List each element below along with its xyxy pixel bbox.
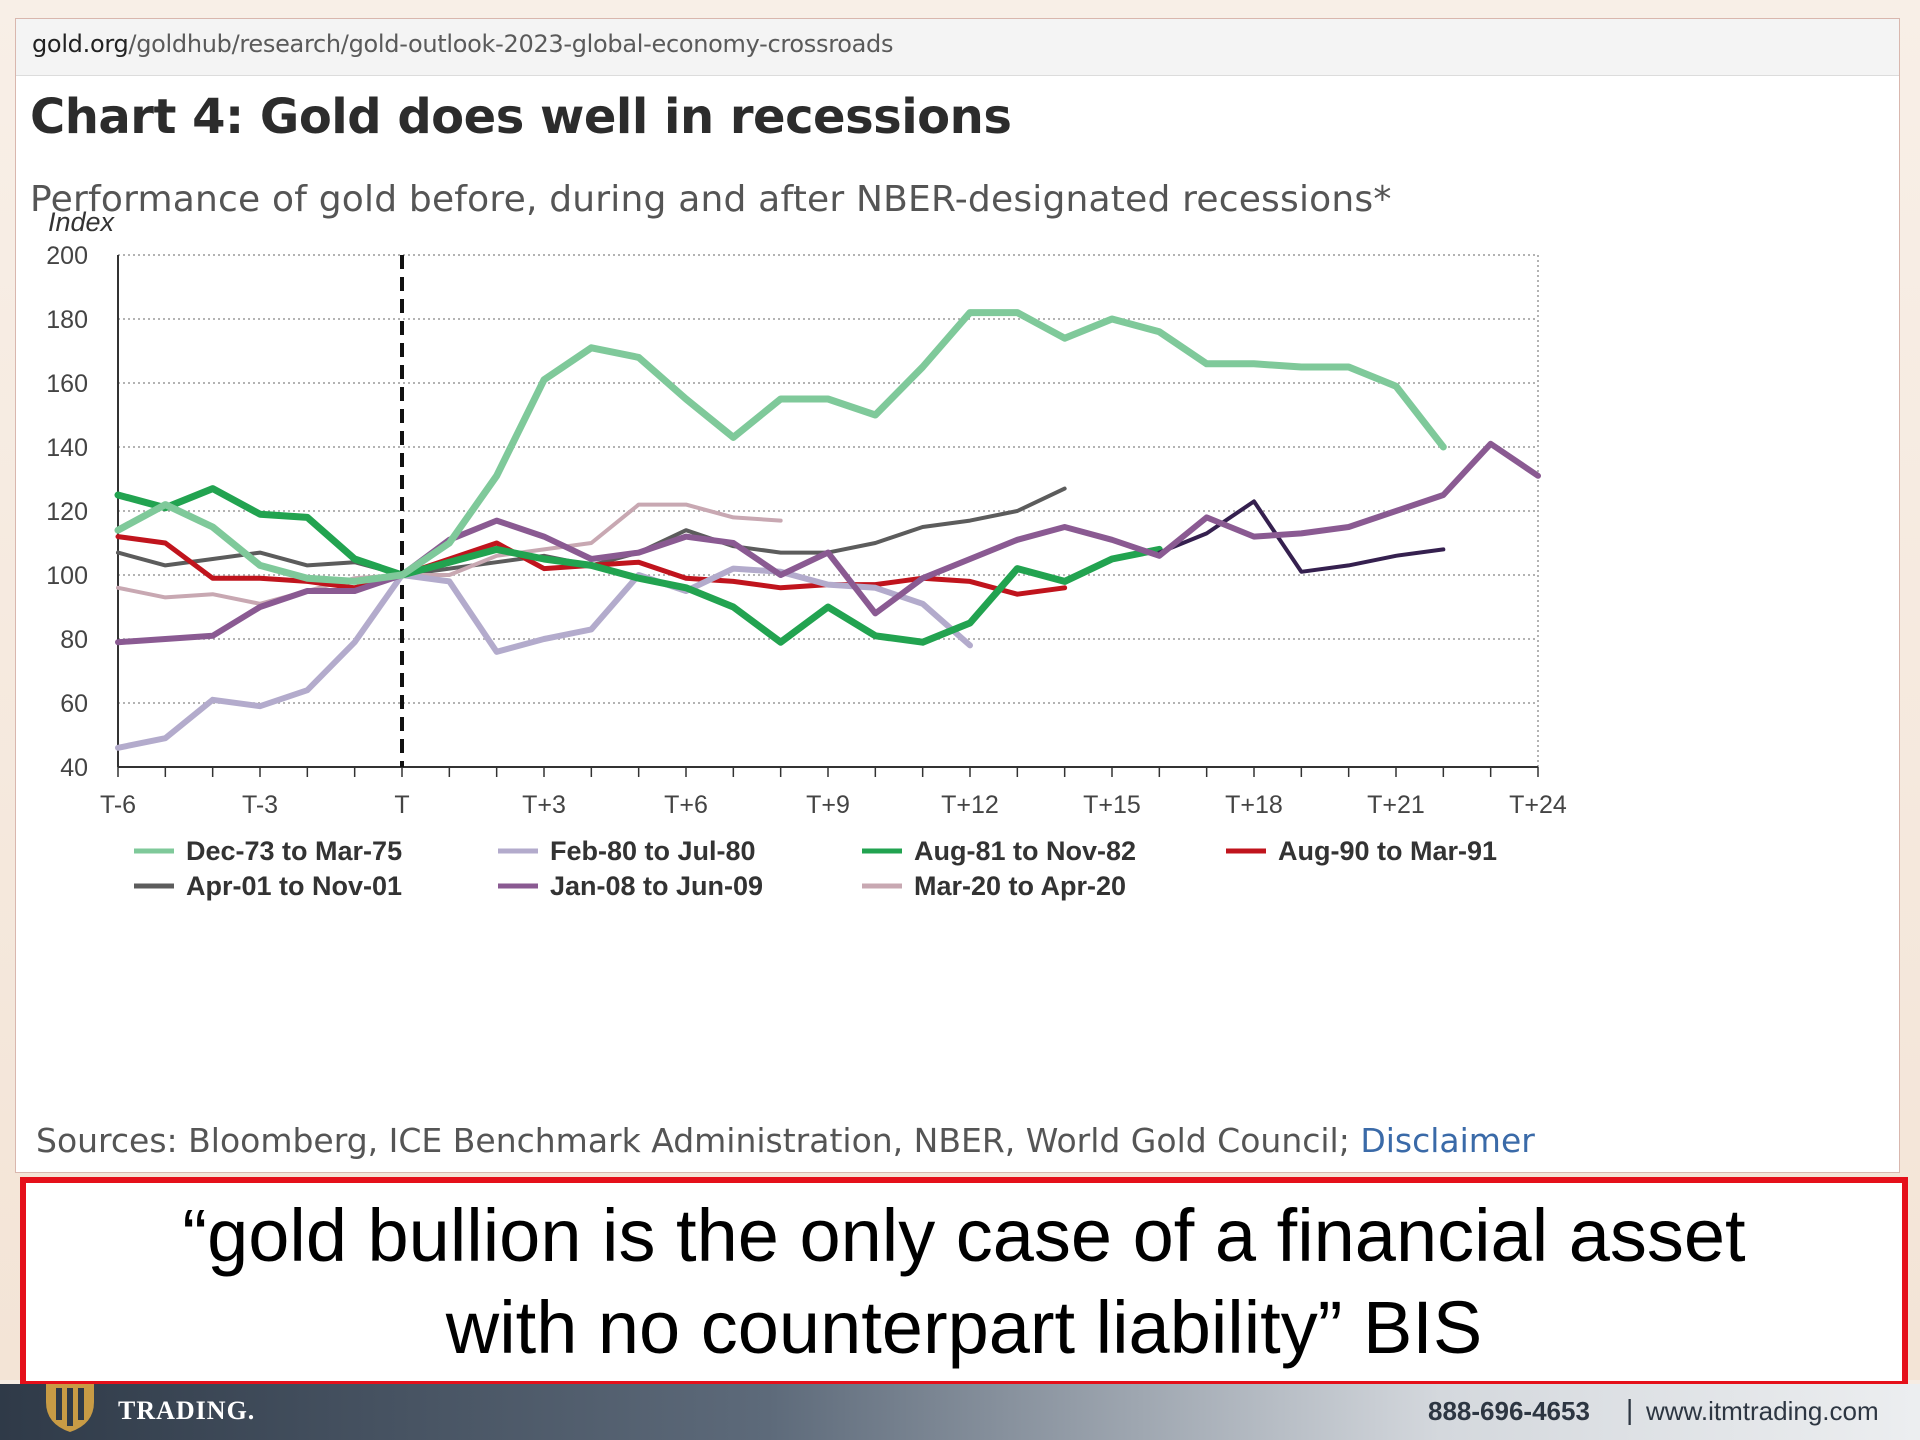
x-tick-label: T-3 (242, 791, 278, 819)
y-tick-label: 120 (46, 498, 88, 526)
browser-screenshot: gold.org/goldhub/research/gold-outlook-2… (15, 18, 1900, 1173)
x-tick-label: T+15 (1083, 791, 1141, 819)
y-tick-label: 140 (46, 434, 88, 462)
phone-number[interactable]: 888-696-4653 (1428, 1396, 1590, 1426)
legend-label: Apr-01 to Nov-01 (186, 871, 402, 901)
url-path: /goldhub/research/gold-outlook-2023-glob… (128, 30, 894, 58)
x-tick-label: T+9 (806, 791, 850, 819)
series-line (114, 485, 1163, 646)
itm-logo-icon (46, 1384, 94, 1432)
y-tick-label: 100 (46, 562, 88, 590)
axes: 200 180 160 140 120 100 80 60 40 T-6 T-3 T T+3 T+6 T+9… (46, 207, 1567, 819)
legend-label: Feb-80 to Jul-80 (550, 836, 756, 866)
url-text: gold.org/goldhub/research/gold-outlook-2… (32, 30, 893, 58)
url-bar[interactable]: gold.org/goldhub/research/gold-outlook-2… (16, 19, 1899, 76)
series-line (1157, 499, 1446, 574)
y-tick-label: 80 (60, 626, 88, 654)
legend-label: Aug-90 to Mar-91 (1278, 836, 1497, 866)
series-line (114, 309, 1447, 585)
y-axis-title: Index (48, 207, 116, 237)
quote-box: “gold bullion is the only case of a fina… (20, 1177, 1908, 1387)
line-chart: 200 180 160 140 120 100 80 60 40 T-6 T-3 T T+3 T+6 T+9… (46, 207, 1567, 901)
series-line (115, 565, 973, 751)
website-link[interactable]: www.itmtrading.com (1646, 1396, 1879, 1426)
series-line (115, 440, 1541, 646)
x-tick-label: T+21 (1367, 791, 1425, 819)
y-tick-label: 200 (46, 242, 88, 270)
x-tick-label: T+3 (522, 791, 566, 819)
legend-label: Dec-73 to Mar-75 (186, 836, 402, 866)
footer-bar: TRADING. 888-696-4653 | www.itmtrading.c… (0, 1384, 1920, 1440)
quote-text: “gold bullion is the only case of a fina… (182, 1190, 1745, 1374)
x-tick-label: T+6 (664, 791, 708, 819)
y-tick-label: 160 (46, 370, 88, 398)
url-domain: gold.org (32, 30, 129, 58)
quote-line-1: “gold bullion is the only case of a fina… (182, 1194, 1746, 1277)
chart-title: Chart 4: Gold does well in recessions (30, 89, 1012, 145)
y-tick-label: 60 (60, 690, 88, 718)
y-tick-label: 40 (60, 754, 88, 782)
series-lines (114, 309, 1541, 751)
x-tick-label: T+18 (1225, 791, 1283, 819)
x-tick-label: T (394, 791, 409, 819)
x-tick-label: T+12 (941, 791, 999, 819)
footer-separator: | (1626, 1394, 1634, 1425)
legend-label: Mar-20 to Apr-20 (914, 871, 1126, 901)
y-tick-label: 180 (46, 306, 88, 334)
x-tick-label: T-6 (100, 791, 136, 819)
x-tick-label: T+24 (1509, 791, 1567, 819)
chart-subtitle: Performance of gold before, during and a… (30, 179, 1392, 220)
series-line (116, 502, 783, 606)
legend-label: Jan-08 to Jun-09 (550, 871, 763, 901)
sources-text: Sources: Bloomberg, ICE Benchmark Admini… (36, 1121, 1361, 1160)
disclaimer-link[interactable]: Disclaimer (1360, 1121, 1535, 1160)
quote-line-2: with no counterpart liability” BIS (445, 1286, 1483, 1369)
sources-note: Sources: Bloomberg, ICE Benchmark Admini… (36, 1121, 1535, 1160)
logo-text: TRADING. (118, 1396, 256, 1425)
gridlines (118, 254, 1539, 767)
legend-label: Aug-81 to Nov-82 (914, 836, 1136, 866)
legend: Dec-73 to Mar-75 Feb-80 to Jul-80 Aug-81 t… (134, 836, 1497, 901)
